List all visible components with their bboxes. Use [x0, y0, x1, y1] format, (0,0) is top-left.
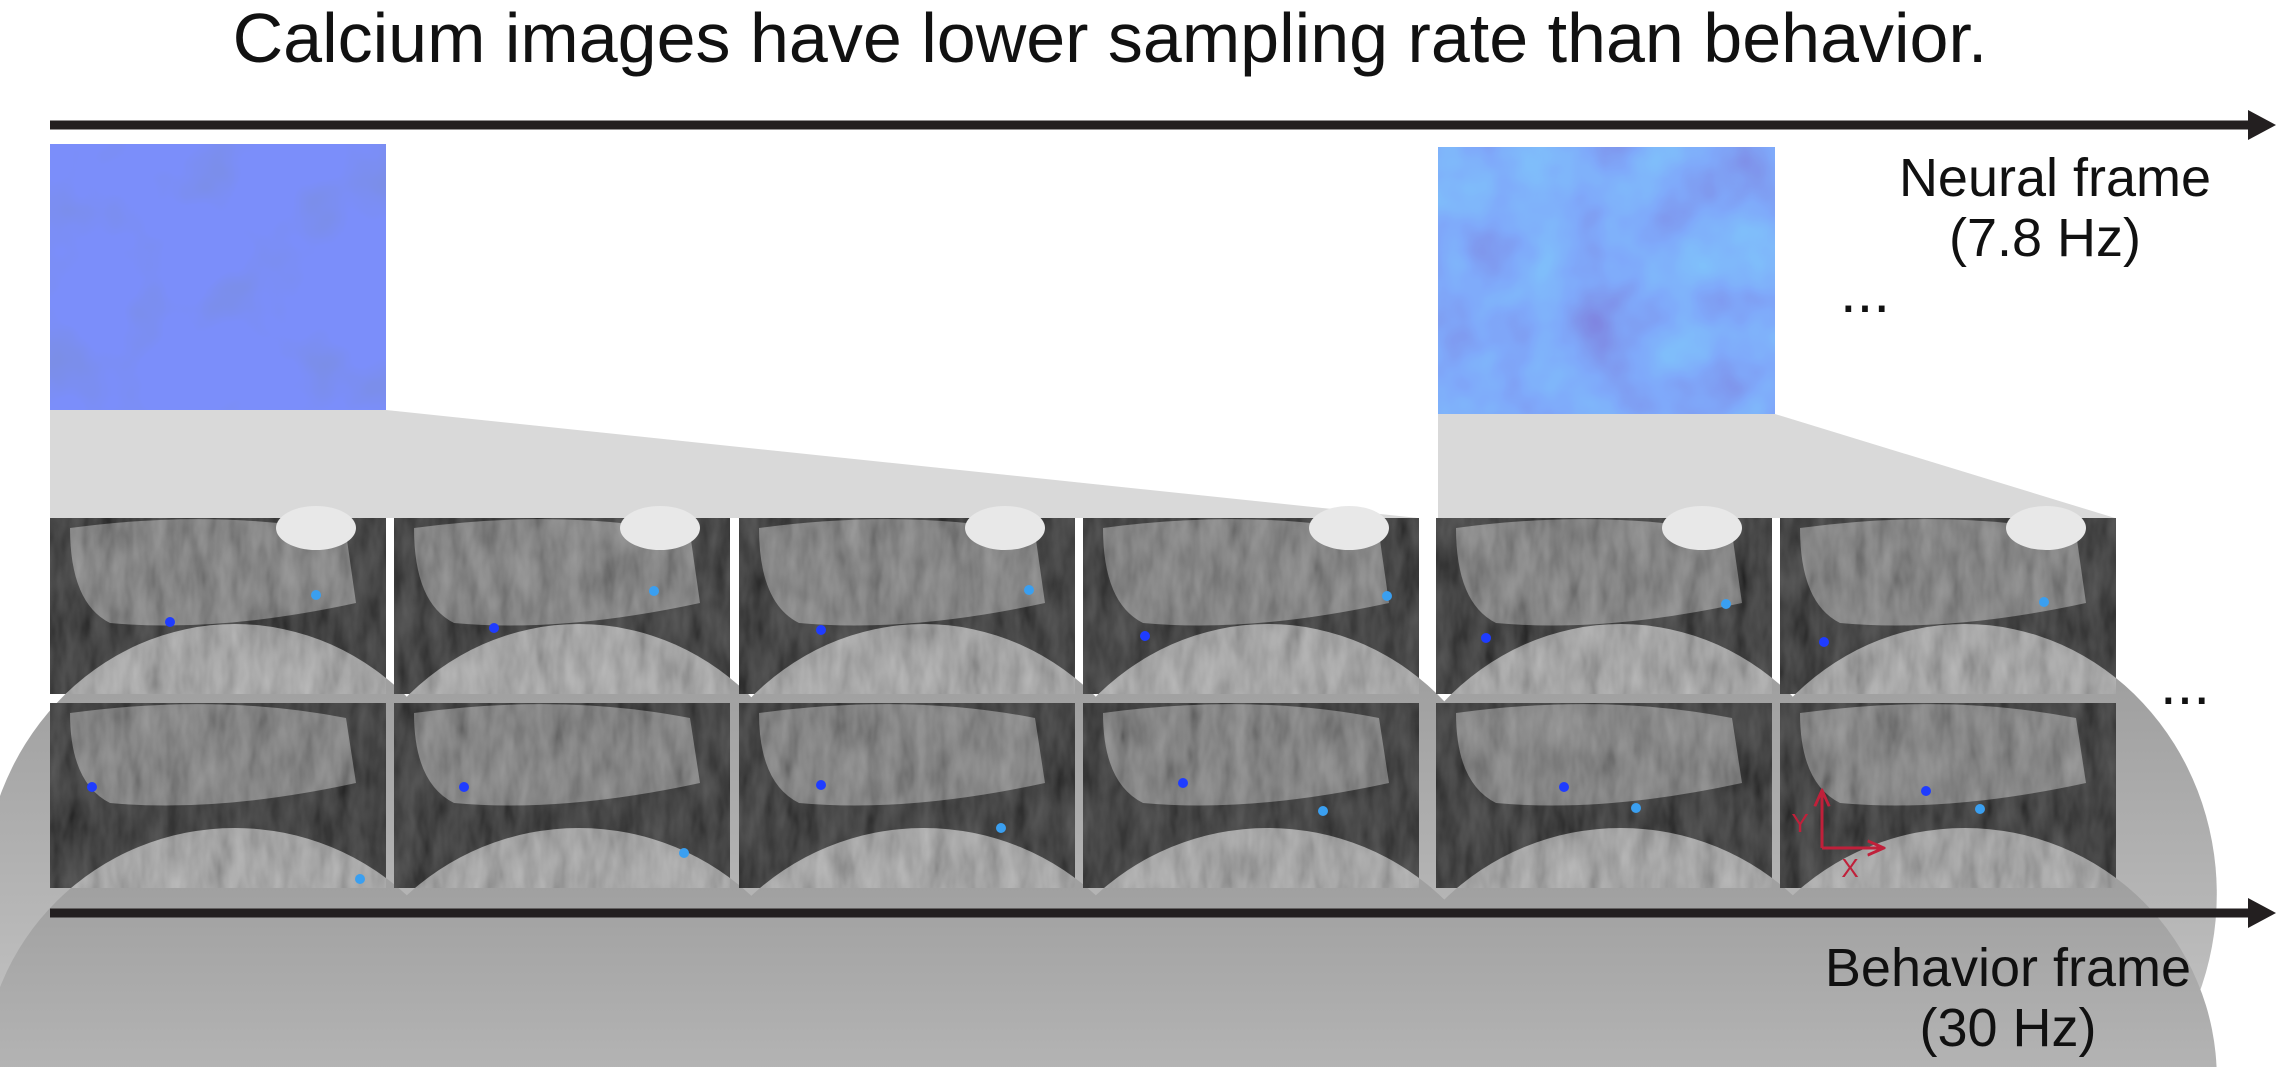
xy-axes-indicator — [1822, 792, 1882, 848]
behavior-ellipsis: ... — [2160, 650, 2210, 717]
behavior-frame — [671, 703, 1176, 1072]
axis-x-label: X — [1841, 853, 1858, 883]
neural-ellipsis: ... — [1840, 258, 1890, 325]
behavior-frame-grid — [0, 506, 2217, 1072]
behavior-frame-rate-label: (30 Hz) — [1919, 998, 2096, 1058]
neural-time-arrow — [50, 110, 2276, 140]
projection-wedge-1 — [50, 410, 1418, 518]
axis-y-label: Y — [1791, 808, 1808, 838]
behavior-frame — [326, 703, 831, 1072]
figure-title: Calcium images have lower sampling rate … — [233, 0, 1988, 77]
behavior-frame — [1712, 703, 2217, 1072]
neural-frame-rate-label: (7.8 Hz) — [1949, 208, 2141, 268]
behavior-time-arrow — [50, 898, 2276, 928]
neural-frame-label: Neural frame — [1899, 148, 2211, 208]
neural-frame-1 — [50, 144, 386, 410]
behavior-frame — [1368, 703, 1873, 1072]
projection-wedge-2 — [1438, 414, 2115, 518]
behavior-frame — [1015, 703, 1520, 1072]
neural-frame-2 — [1438, 147, 1775, 414]
behavior-frame-label: Behavior frame — [1825, 938, 2191, 998]
